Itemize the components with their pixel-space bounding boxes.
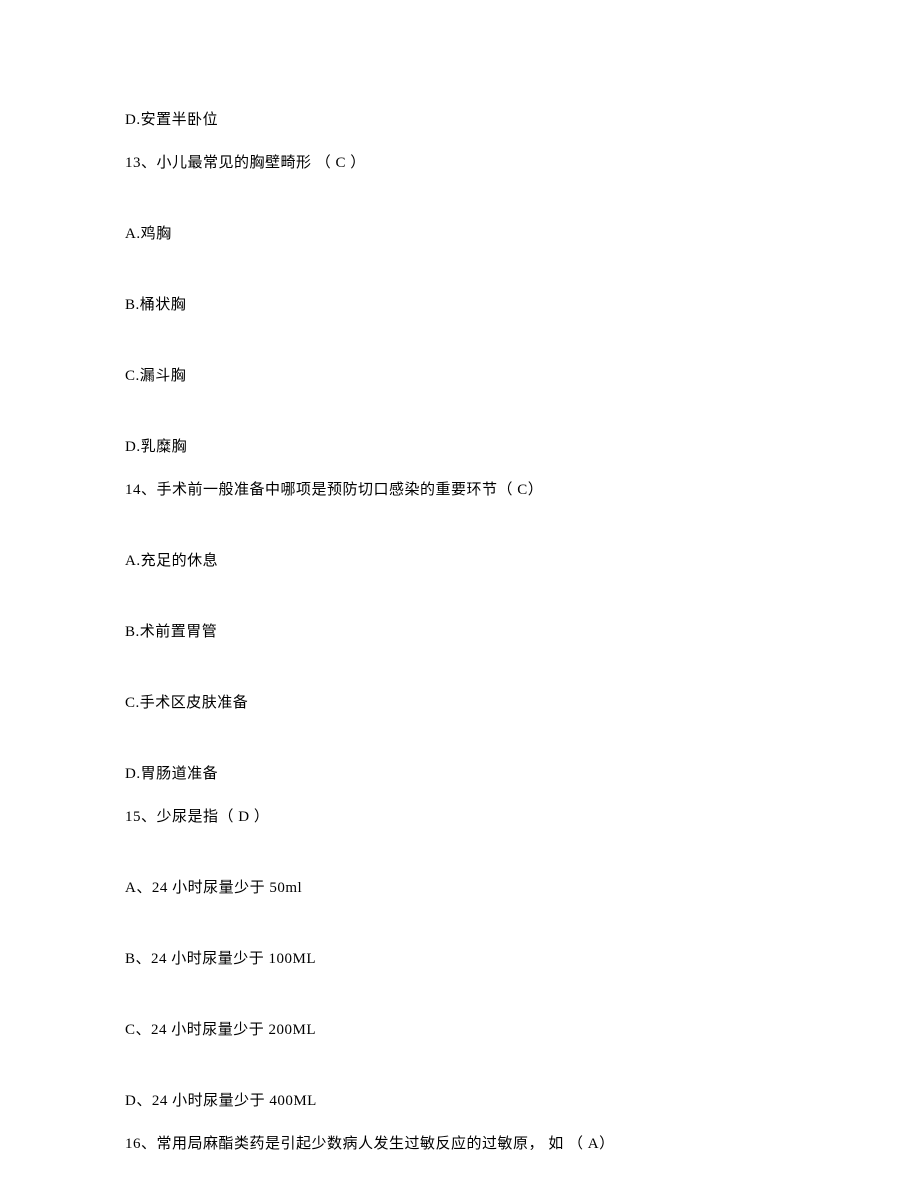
question-13: 13、小儿最常见的胸壁畸形 （ C ） <box>125 153 795 174</box>
question-14: 14、手术前一般准备中哪项是预防切口感染的重要环节（ C） <box>125 480 795 501</box>
option-c-q13: C.漏斗胸 <box>125 366 795 387</box>
option-d-q14: D.胃肠道准备 <box>125 764 795 785</box>
option-d-q12: D.安置半卧位 <box>125 110 795 131</box>
option-a-q13: A.鸡胸 <box>125 224 795 245</box>
option-c-q15: C、24 小时尿量少于 200ML <box>125 1020 795 1041</box>
question-16: 16、常用局麻酯类药是引起少数病人发生过敏反应的过敏原， 如 （ A） <box>125 1134 795 1155</box>
option-b-q14: B.术前置胃管 <box>125 622 795 643</box>
option-c-q14: C.手术区皮肤准备 <box>125 693 795 714</box>
option-b-q13: B.桶状胸 <box>125 295 795 316</box>
question-15: 15、少尿是指（ D ） <box>125 807 795 828</box>
option-b-q15: B、24 小时尿量少于 100ML <box>125 949 795 970</box>
option-d-q13: D.乳糜胸 <box>125 437 795 458</box>
option-a-q15: A、24 小时尿量少于 50ml <box>125 878 795 899</box>
option-d-q15: D、24 小时尿量少于 400ML <box>125 1091 795 1112</box>
option-a-q14: A.充足的休息 <box>125 551 795 572</box>
